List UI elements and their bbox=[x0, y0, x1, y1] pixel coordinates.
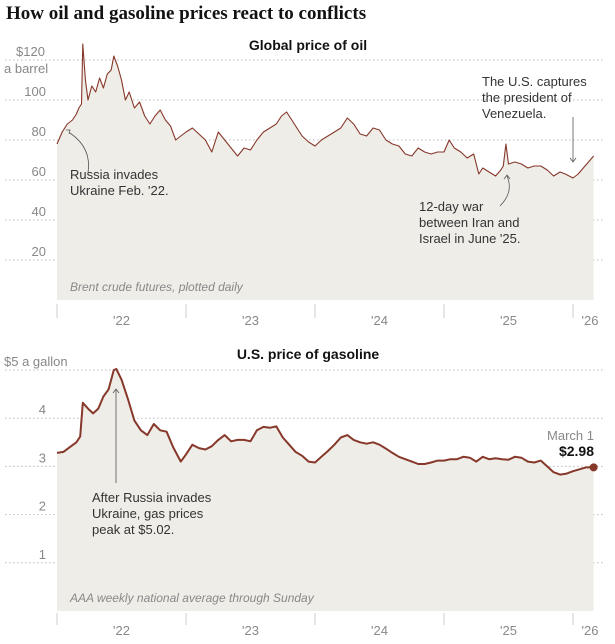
oil-x-tick-label: '22 bbox=[113, 313, 130, 328]
oil-chart-title: Global price of oil bbox=[249, 37, 367, 53]
oil-price-line bbox=[56, 43, 595, 179]
oil-y-tick-label: 20 bbox=[32, 244, 46, 259]
gasoline-y-tick-label: 4 bbox=[39, 402, 46, 417]
annotation-russia: Russia invades Ukraine Feb. '22. bbox=[70, 167, 169, 198]
gasoline-chart-title: U.S. price of gasoline bbox=[237, 346, 380, 362]
annotation-iran-war: 12-day war between Iran and Israel in Ju… bbox=[419, 199, 523, 246]
gasoline-y-tick-label: 2 bbox=[39, 499, 46, 514]
oil-y-unit: a barrel bbox=[4, 61, 48, 76]
annotation-venezuela: The U.S. captures the president of Venez… bbox=[482, 74, 590, 121]
gasoline-x-tick-label: '22 bbox=[113, 623, 130, 638]
oil-y-tick-label: 60 bbox=[32, 164, 46, 179]
iran-war-arrowhead bbox=[503, 174, 511, 180]
oil-y-tick-label: 80 bbox=[32, 124, 46, 139]
last-point-value: $2.98 bbox=[559, 443, 594, 459]
peak-arrowhead bbox=[112, 388, 120, 394]
last-point-date: March 1 bbox=[547, 428, 594, 443]
oil-y-tick-label: $120 bbox=[16, 44, 45, 59]
russia-arrow bbox=[69, 132, 89, 174]
oil-x-tick-label: '24 bbox=[371, 313, 388, 328]
oil-y-tick-label: 100 bbox=[24, 84, 46, 99]
oil-chart: $120 100 80 60 40 20 '22 '23 '24 '25 '26 Global p… bbox=[4, 37, 605, 328]
gasoline-x-tick-label: '23 bbox=[242, 623, 259, 638]
gasoline-y-tick-label: 3 bbox=[39, 450, 46, 465]
venezuela-arrowhead bbox=[569, 157, 577, 163]
annotation-gas-peak: After Russia invades Ukraine, gas prices… bbox=[92, 490, 215, 537]
gasoline-y-tick-label: 1 bbox=[39, 547, 46, 562]
headline: How oil and gasoline prices react to con… bbox=[6, 3, 367, 24]
russia-arrowhead bbox=[66, 129, 71, 135]
oil-x-tick-label: '23 bbox=[242, 313, 259, 328]
oil-x-tick-label: '25 bbox=[500, 313, 517, 328]
gasoline-y-tick-label: $5 a gallon bbox=[4, 354, 68, 369]
last-point-marker bbox=[589, 463, 598, 472]
gasoline-price-line bbox=[56, 368, 594, 476]
gasoline-x-tick-label: '25 bbox=[500, 623, 517, 638]
oil-area bbox=[57, 44, 594, 300]
gasoline-x-tick-label: '24 bbox=[371, 623, 388, 638]
iran-war-arrow bbox=[499, 175, 510, 207]
gasoline-area bbox=[57, 369, 594, 611]
gasoline-chart: $5 a gallon 4 3 2 1 '22 '23 '24 '25 '26 U.S. pri… bbox=[4, 346, 605, 638]
oil-x-tick-label: '26 bbox=[582, 313, 599, 328]
oil-source-note: Brent crude futures, plotted daily bbox=[70, 280, 244, 294]
oil-y-tick-label: 40 bbox=[32, 204, 46, 219]
gasoline-x-tick-label: '26 bbox=[582, 623, 599, 638]
gasoline-source-note: AAA weekly national average through Sund… bbox=[69, 591, 315, 605]
